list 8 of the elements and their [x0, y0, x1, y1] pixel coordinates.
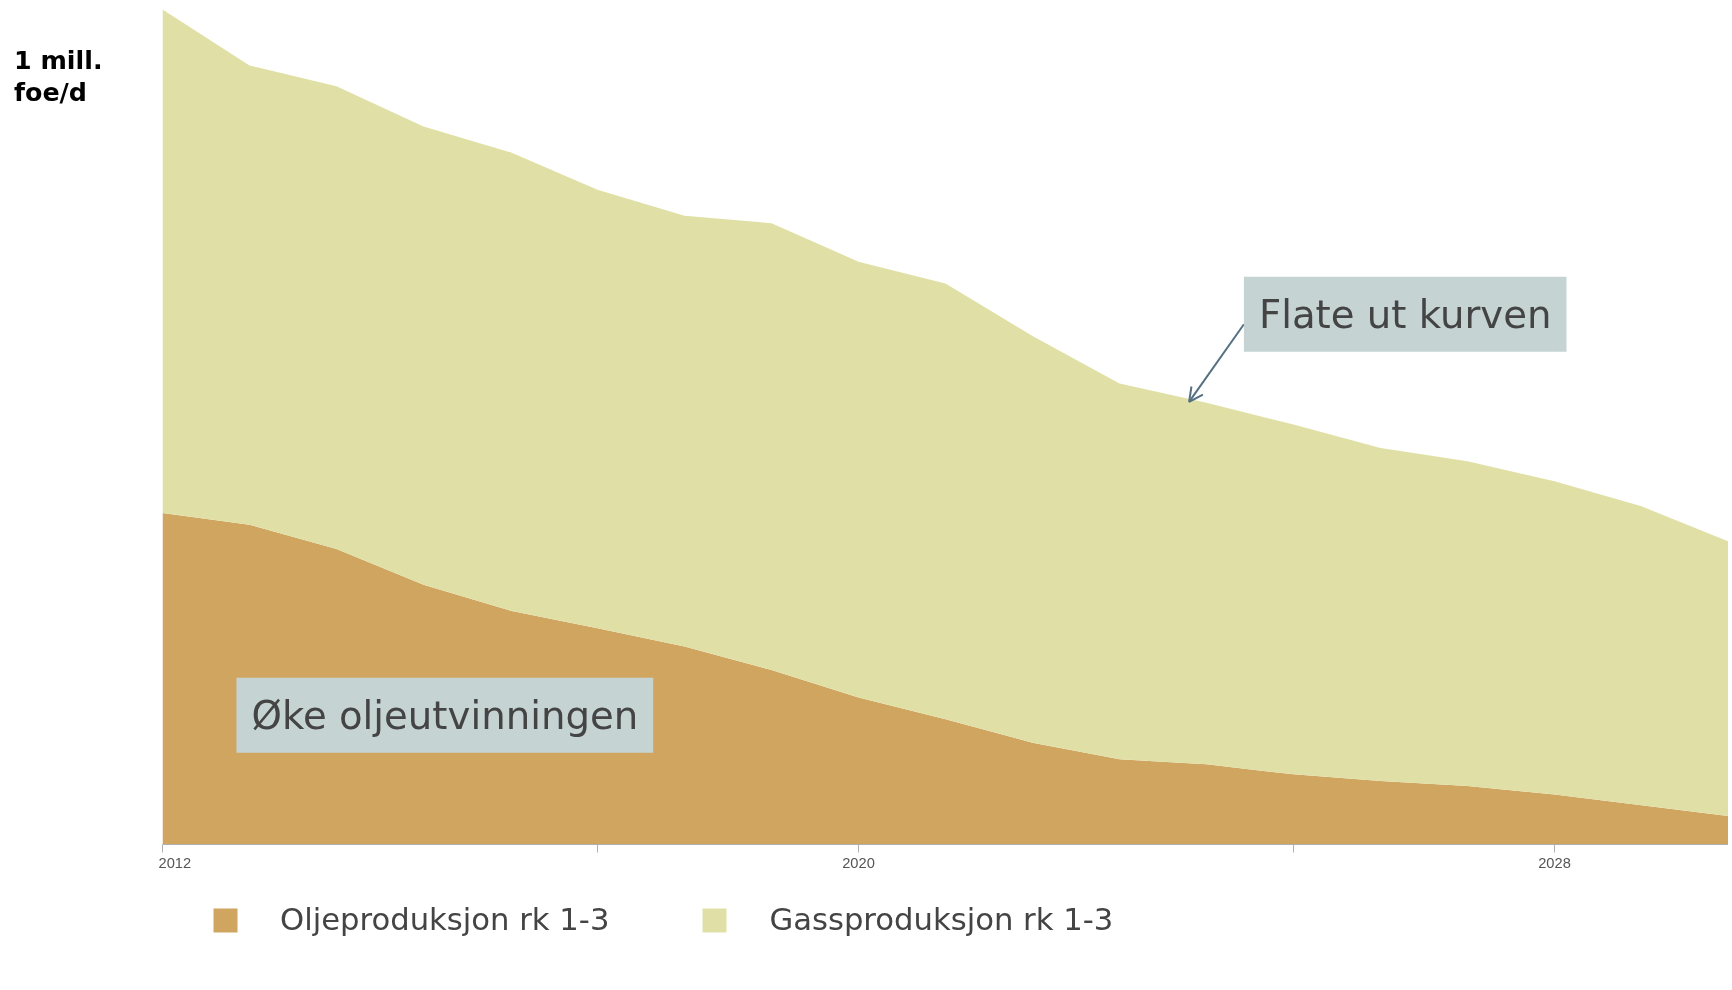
legend-label: Oljeproduksjon rk 1-3: [280, 902, 610, 937]
x-tick-label: 2028: [1538, 854, 1571, 871]
x-tick-label: 2012: [158, 854, 192, 871]
legend-label: Gassproduksjon rk 1-3: [769, 902, 1114, 937]
y-axis-title: 1 mill. foe/d: [14, 45, 103, 109]
annotation: Øke oljeutvinningen: [251, 692, 639, 738]
annotation: Flate ut kurven: [1258, 291, 1552, 337]
x-tick-label: 2020: [842, 854, 875, 871]
